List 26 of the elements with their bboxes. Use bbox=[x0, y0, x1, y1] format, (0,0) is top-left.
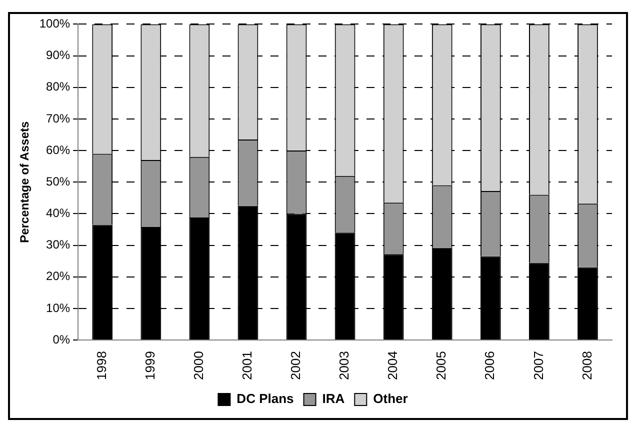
legend-label: IRA bbox=[322, 391, 346, 406]
y-tick-label: 60% bbox=[46, 142, 70, 157]
y-tick-label: 30% bbox=[46, 238, 70, 252]
x-tick-label: 2000 bbox=[191, 351, 206, 380]
y-tick-label: 40% bbox=[46, 206, 70, 220]
x-tick-label: 1998 bbox=[94, 351, 109, 380]
y-tick-label: 90% bbox=[46, 48, 70, 62]
y-tick-label: 100% bbox=[39, 16, 70, 31]
x-tick-label: 2003 bbox=[336, 351, 352, 380]
legend-label: DC Plans bbox=[236, 391, 294, 406]
y-tick-label: 70% bbox=[46, 111, 70, 126]
x-tick-label: 2007 bbox=[530, 351, 546, 380]
y-tick-label: 0% bbox=[52, 332, 70, 346]
y-axis-title: Percentage of Assets bbox=[18, 121, 32, 243]
x-tick-label: 2008 bbox=[579, 351, 594, 380]
x-tick-label: 2001 bbox=[240, 351, 255, 380]
x-tick-label: 2006 bbox=[482, 351, 498, 380]
x-tick-label: 2004 bbox=[385, 351, 400, 380]
legend-label: Other bbox=[373, 391, 408, 406]
y-tick-label: 10% bbox=[46, 300, 70, 315]
y-tick-label: 20% bbox=[46, 269, 70, 284]
y-tick-label: 50% bbox=[46, 174, 70, 188]
x-tick-label: 2002 bbox=[288, 351, 304, 380]
x-tick-label: 1999 bbox=[142, 351, 158, 380]
y-tick-label: 80% bbox=[46, 80, 70, 94]
x-tick-label: 2005 bbox=[434, 351, 449, 380]
